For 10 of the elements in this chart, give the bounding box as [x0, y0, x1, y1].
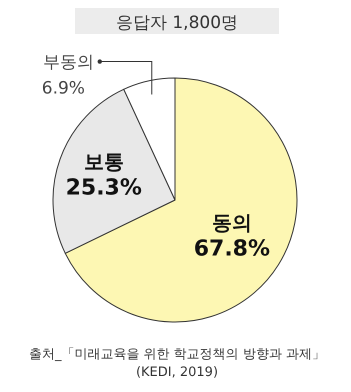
data-label: 25.3% [66, 176, 142, 201]
title: 응답자 1,800명 [75, 8, 279, 34]
slice-label: 보통 [84, 150, 124, 174]
text: 출처_「미래교육을 위한 학교정책의 방향과 과제」 [28, 347, 326, 362]
chart-title: 응답자 1,800명 [116, 13, 238, 33]
slice-label: 동의 [212, 210, 252, 235]
legend-label: 부동의 [42, 52, 94, 73]
data-label: 6.9% [42, 78, 85, 99]
data-label: 67.8% [194, 236, 270, 262]
text: (KEDI, 2019) [136, 365, 218, 380]
